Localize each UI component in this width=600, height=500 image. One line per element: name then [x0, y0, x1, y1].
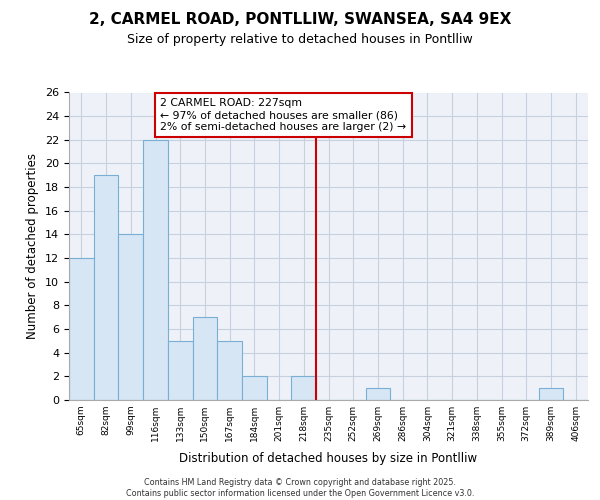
Text: 2, CARMEL ROAD, PONTLLIW, SWANSEA, SA4 9EX: 2, CARMEL ROAD, PONTLLIW, SWANSEA, SA4 9… [89, 12, 511, 28]
X-axis label: Distribution of detached houses by size in Pontlliw: Distribution of detached houses by size … [179, 452, 478, 466]
Bar [118, 234, 143, 400]
Bar [365, 388, 390, 400]
Bar [168, 341, 193, 400]
Text: 2 CARMEL ROAD: 227sqm
← 97% of detached houses are smaller (86)
2% of semi-detac: 2 CARMEL ROAD: 227sqm ← 97% of detached … [160, 98, 407, 132]
Text: Size of property relative to detached houses in Pontlliw: Size of property relative to detached ho… [127, 32, 473, 46]
Text: Contains HM Land Registry data © Crown copyright and database right 2025.
Contai: Contains HM Land Registry data © Crown c… [126, 478, 474, 498]
Bar [94, 176, 118, 400]
Bar [69, 258, 94, 400]
Y-axis label: Number of detached properties: Number of detached properties [26, 153, 40, 339]
Bar [143, 140, 168, 400]
Bar [193, 317, 217, 400]
Bar [242, 376, 267, 400]
Bar [539, 388, 563, 400]
Bar [217, 341, 242, 400]
Bar [292, 376, 316, 400]
